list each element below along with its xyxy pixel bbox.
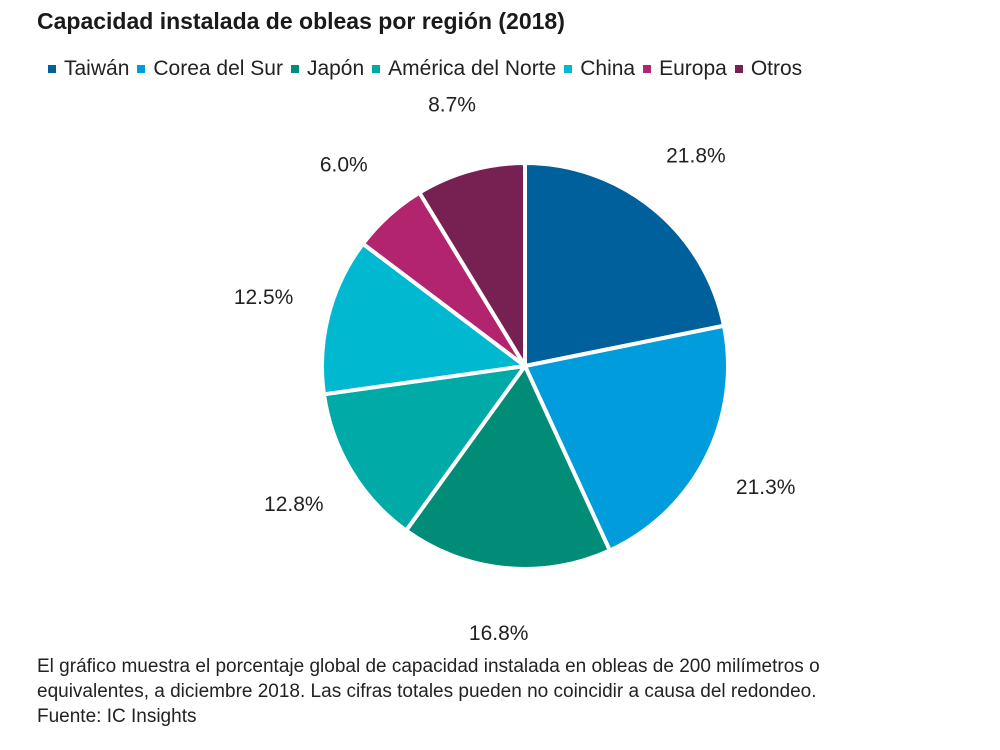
legend-swatch <box>564 65 573 73</box>
legend-swatch <box>290 65 299 73</box>
legend-label: China <box>580 57 636 80</box>
chart-title: Capacidad instalada de obleas por región… <box>37 8 565 34</box>
legend-item-otros: Otros <box>734 57 803 81</box>
chart-legend: Taiwán Corea del Sur Japón América del Nort… <box>48 57 810 81</box>
legend-item-taiwan: Taiwán <box>48 57 129 81</box>
pie-slice-japon <box>404 364 612 571</box>
legend-swatch <box>734 65 743 73</box>
legend-item-america-del-norte: América del Norte <box>372 57 556 81</box>
slice-label-corea-del-sur: 21.3% <box>736 476 796 499</box>
caption-source: Fuente: IC Insights <box>37 706 197 727</box>
legend-item-corea-del-sur: Corea del Sur <box>137 57 283 81</box>
legend-label: Taiwán <box>64 57 130 80</box>
pie-slices <box>320 161 730 571</box>
slice-label-japon: 16.8% <box>469 622 529 645</box>
pie-slice-america-del-norte <box>321 364 527 533</box>
legend-label: América del Norte <box>388 57 557 80</box>
legend-label: Japón <box>306 57 365 80</box>
pie-slice-otros <box>417 161 527 368</box>
legend-swatch <box>48 65 56 73</box>
legend-swatch <box>137 65 146 73</box>
chart-caption: El gráfico muestra el porcentaje global … <box>37 654 977 729</box>
caption-line-2: equivalentes, a diciembre 2018. Las cifr… <box>37 681 817 702</box>
legend-swatch <box>643 65 652 73</box>
caption-line-1: El gráfico muestra el porcentaje global … <box>37 656 820 677</box>
legend-item-europa: Europa <box>643 57 727 81</box>
legend-swatch <box>372 65 381 73</box>
slice-label-taiwan: 21.8% <box>666 145 726 168</box>
pie-slice-corea-del-sur <box>523 323 730 553</box>
pie-slice-taiwan <box>523 161 726 368</box>
slice-label-europa: 6.0% <box>320 153 368 176</box>
pie-labels: 21.8% 21.3% 16.8% 12.8% 12.5% 6.0% 8.7% <box>234 94 796 646</box>
legend-item-japon: Japón <box>290 57 365 81</box>
legend-label: Corea del Sur <box>153 57 283 80</box>
slice-label-otros: 8.7% <box>428 94 476 117</box>
legend-item-china: China <box>564 57 635 81</box>
slice-label-america-del-norte: 12.8% <box>264 493 324 516</box>
legend-label: Otros <box>750 57 803 80</box>
slice-label-china: 12.5% <box>234 286 294 309</box>
legend-label: Europa <box>659 57 727 80</box>
pie-slice-china <box>320 241 527 397</box>
